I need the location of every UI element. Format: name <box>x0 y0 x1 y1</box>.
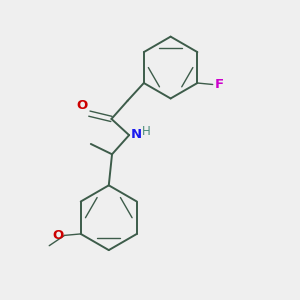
Text: N: N <box>130 128 141 141</box>
Text: O: O <box>52 229 63 242</box>
Text: O: O <box>76 100 88 112</box>
Text: H: H <box>142 125 151 138</box>
Text: F: F <box>215 78 224 91</box>
